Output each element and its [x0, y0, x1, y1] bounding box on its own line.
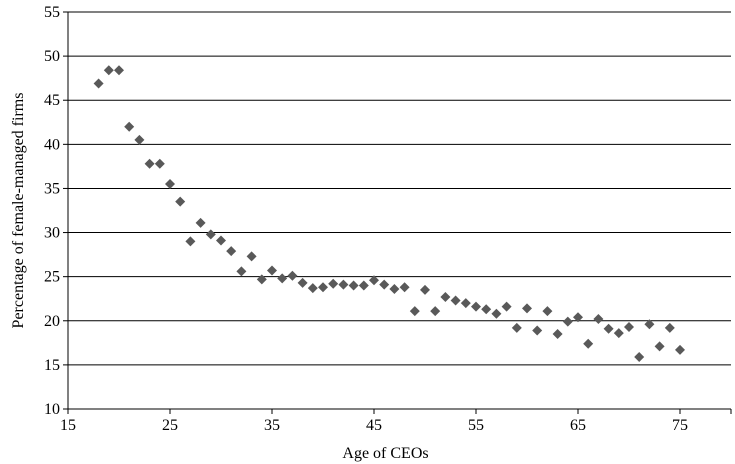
data-point-53 — [634, 351, 645, 362]
data-point-27 — [369, 275, 379, 286]
x-tick-label: 65 — [570, 417, 586, 434]
data-point-55 — [654, 341, 665, 352]
data-point-36 — [460, 298, 471, 309]
y-tick-label: 50 — [44, 48, 60, 65]
data-point-39 — [491, 308, 502, 319]
data-point-10 — [195, 217, 206, 228]
data-point-7 — [165, 179, 175, 190]
data-point-8 — [175, 196, 186, 207]
data-point-5 — [144, 158, 155, 169]
data-point-29 — [389, 284, 400, 295]
data-point-16 — [256, 274, 267, 285]
data-point-54 — [644, 319, 655, 330]
data-point-56 — [664, 322, 675, 333]
data-point-51 — [613, 328, 624, 339]
axes — [67, 12, 731, 410]
data-points — [93, 65, 685, 362]
data-point-14 — [236, 266, 247, 277]
data-point-49 — [593, 314, 604, 325]
data-point-26 — [358, 280, 369, 291]
data-point-6 — [154, 158, 165, 169]
data-point-15 — [246, 251, 257, 262]
data-point-17 — [267, 265, 277, 276]
data-point-34 — [440, 291, 451, 302]
x-tick-label: 35 — [264, 417, 280, 434]
y-tick-label: 25 — [44, 269, 60, 286]
data-point-57 — [675, 344, 685, 355]
y-tick-label: 10 — [44, 401, 60, 418]
data-point-43 — [532, 325, 543, 336]
data-point-4 — [134, 134, 145, 145]
data-point-50 — [603, 323, 614, 334]
x-tick-label: 45 — [366, 417, 382, 434]
data-point-3 — [124, 121, 135, 132]
data-point-38 — [481, 304, 492, 315]
data-point-24 — [338, 279, 349, 290]
ticks — [63, 11, 732, 414]
data-point-2 — [114, 65, 124, 76]
data-point-48 — [583, 338, 594, 349]
data-point-32 — [420, 284, 430, 295]
x-tick-label: 75 — [672, 417, 688, 434]
data-point-45 — [552, 329, 563, 340]
x-axis-title: Age of CEOs — [342, 445, 428, 462]
data-point-11 — [205, 229, 216, 240]
data-point-42 — [522, 303, 532, 314]
data-point-21 — [307, 283, 318, 294]
data-point-19 — [287, 270, 298, 281]
data-point-30 — [399, 282, 410, 293]
y-axis-title: Percentage of female-managed firms — [10, 93, 27, 329]
y-tick-label: 45 — [44, 92, 60, 109]
data-point-52 — [624, 321, 634, 332]
data-point-37 — [471, 301, 481, 312]
data-point-18 — [277, 273, 288, 284]
x-tick-label: 15 — [60, 417, 76, 434]
data-point-22 — [318, 282, 328, 293]
y-tick-label: 55 — [44, 4, 60, 21]
data-point-46 — [562, 316, 573, 327]
data-point-41 — [511, 322, 522, 333]
data-point-47 — [573, 312, 583, 323]
data-point-35 — [450, 295, 461, 306]
x-tick-label: 25 — [162, 417, 178, 434]
data-point-44 — [542, 306, 553, 317]
data-point-0 — [93, 78, 104, 89]
y-tick-label: 35 — [44, 180, 60, 197]
y-tick-label: 20 — [44, 313, 60, 330]
data-point-31 — [409, 306, 420, 317]
data-point-25 — [348, 280, 359, 291]
data-point-1 — [103, 65, 114, 76]
gridlines — [68, 11, 731, 366]
y-tick-label: 15 — [44, 357, 60, 374]
x-tick-label: 55 — [468, 417, 484, 434]
data-point-9 — [185, 236, 196, 247]
data-point-28 — [379, 279, 390, 290]
data-point-13 — [226, 246, 237, 257]
data-point-12 — [216, 235, 226, 246]
data-point-33 — [430, 306, 441, 317]
data-point-40 — [501, 301, 512, 312]
y-tick-label: 40 — [44, 136, 60, 153]
data-point-23 — [328, 278, 339, 289]
data-point-20 — [297, 277, 308, 288]
y-tick-label: 30 — [44, 225, 60, 242]
